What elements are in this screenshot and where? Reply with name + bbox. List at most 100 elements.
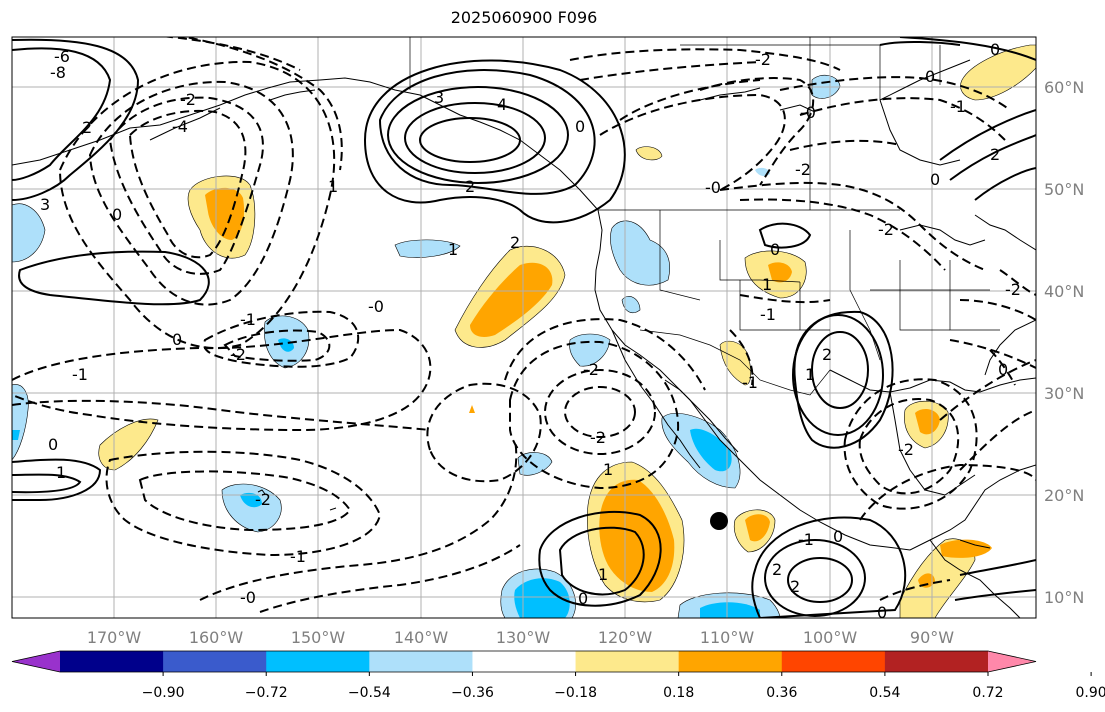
- contour-label: -2: [255, 490, 271, 509]
- contour-label: 2: [990, 145, 1000, 164]
- colorbar-segment: [884, 651, 989, 672]
- lon-label: 130°W: [496, 628, 551, 647]
- colorbar-extend-high: [988, 651, 1036, 672]
- map-panel: -8 -6 2 3 0 0 -2 -1 -1 0 1 -2 -1 -0 -0 1…: [12, 37, 1036, 622]
- contour-label: 1: [805, 365, 815, 384]
- contour-label: -1: [290, 547, 306, 566]
- contour-label: 1: [603, 460, 613, 479]
- colorbar-tick-label: −0.90: [142, 685, 185, 701]
- colorbar-segment: [575, 651, 680, 672]
- lon-label: 160°W: [189, 628, 244, 647]
- contour-label: 1: [762, 275, 772, 294]
- contour-label: -2: [755, 50, 771, 69]
- contour-label: 0: [770, 240, 780, 259]
- lat-label: 30°N: [1044, 384, 1084, 403]
- contour-label: -2: [795, 160, 811, 179]
- colorbar: −0.90 −0.72 −0.54 −0.36 −0.18 0.18 0.36 0.54 0.7…: [11, 650, 1105, 701]
- colorbar-outline: [11, 650, 1037, 673]
- contour-label: 0: [575, 117, 585, 136]
- positive-contours: [12, 37, 1036, 618]
- colorbar-segment: [60, 651, 164, 672]
- colorbar-segment: [678, 651, 783, 672]
- latitude-labels: 60°N 50°N 40°N 30°N 20°N 10°N: [1044, 78, 1084, 607]
- contour-label: -2: [180, 90, 196, 109]
- colorbar-segment: [163, 651, 267, 672]
- contour-label: 1: [598, 565, 608, 584]
- lat-label: 40°N: [1044, 282, 1084, 301]
- contour-label: -1: [798, 530, 814, 549]
- contour-label: 1: [328, 177, 338, 196]
- map-frame: [11, 36, 1037, 619]
- colorbar-tick-label: −0.18: [554, 685, 597, 701]
- colorbar-segment: [266, 651, 370, 672]
- colorbar-segment: [369, 651, 473, 672]
- contour-label: -2: [898, 440, 914, 459]
- contour-label: 0: [877, 603, 887, 622]
- lon-label: 150°W: [291, 628, 346, 647]
- lon-label: 140°W: [394, 628, 449, 647]
- contour-label: -1: [760, 305, 776, 324]
- map-gridlines: [12, 37, 1036, 618]
- contour-label: -2: [583, 360, 599, 379]
- contour-label: 2: [82, 118, 92, 137]
- contour-label: 0: [925, 67, 935, 86]
- contour-label: -1: [240, 310, 256, 329]
- contour-label: 0: [112, 205, 122, 224]
- contour-label: -2: [230, 345, 246, 364]
- colorbar-extend-low: [12, 651, 60, 672]
- lon-label: 100°W: [803, 628, 858, 647]
- longitude-labels: 170°W 160°W 150°W 140°W 130°W 120°W 110°…: [87, 628, 954, 647]
- contour-label: -0: [240, 588, 256, 607]
- contour-label: 2: [822, 345, 832, 364]
- contour-label: 0: [930, 170, 940, 189]
- contour-label: -6: [54, 47, 70, 66]
- contour-label: 0: [833, 527, 843, 546]
- contour-label: 0: [578, 589, 588, 608]
- contour-label: 3: [434, 88, 444, 107]
- colorbar-tick-label: 0.36: [766, 685, 797, 701]
- colorbar-tick-label: 0.18: [663, 685, 694, 701]
- contour-label: -1: [72, 365, 88, 384]
- contour-label: 1: [448, 240, 458, 259]
- contour-label: 4: [497, 95, 507, 114]
- contour-label: -2: [1005, 280, 1021, 299]
- contour-label: 2: [772, 560, 782, 579]
- colorbar-segment: [781, 651, 886, 672]
- colorbar-tick-label: −0.72: [245, 685, 288, 701]
- contour-label: 0: [48, 435, 58, 454]
- contour-label: 0: [990, 40, 1000, 59]
- negative-contours: [12, 37, 1036, 613]
- contour-label: 2: [790, 577, 800, 596]
- contour-label: -0: [368, 297, 384, 316]
- lat-label: 20°N: [1044, 486, 1084, 505]
- contour-label: 0: [998, 360, 1008, 379]
- colorbar-tick-label: 0.54: [869, 685, 900, 701]
- map-title: 2025060900 F096: [450, 8, 598, 27]
- contour-label: -2: [878, 220, 894, 239]
- colorbar-segment: [472, 651, 577, 672]
- location-marker: [710, 512, 728, 530]
- colorbar-tick-label: 0.90: [1076, 685, 1105, 701]
- colorbar-tick-label: −0.36: [451, 685, 494, 701]
- lon-label: 90°W: [910, 628, 954, 647]
- contour-label: -2: [590, 428, 606, 447]
- contour-label: -0: [705, 178, 721, 197]
- lon-label: 120°W: [598, 628, 653, 647]
- lat-label: 50°N: [1044, 180, 1084, 199]
- lat-label: 10°N: [1044, 588, 1084, 607]
- contour-label: -1: [742, 373, 758, 392]
- colorbar-tick-label: −0.54: [348, 685, 391, 701]
- contour-label: -8: [50, 63, 66, 82]
- contour-label: 2: [510, 233, 520, 252]
- lon-label: 170°W: [87, 628, 142, 647]
- contour-label: -1: [950, 97, 966, 116]
- contour-label: 3: [40, 195, 50, 214]
- colorbar-tick-label: 0.72: [972, 685, 1003, 701]
- contour-label: 1: [56, 463, 66, 482]
- contour-label: -4: [172, 117, 188, 136]
- contour-label: 2: [465, 177, 475, 196]
- contour-labels: -8 -6 2 3 0 0 -2 -1 -1 0 1 -2 -1 -0 -0 1…: [40, 40, 1021, 622]
- contour-label: -0: [800, 103, 816, 122]
- lat-label: 60°N: [1044, 78, 1084, 97]
